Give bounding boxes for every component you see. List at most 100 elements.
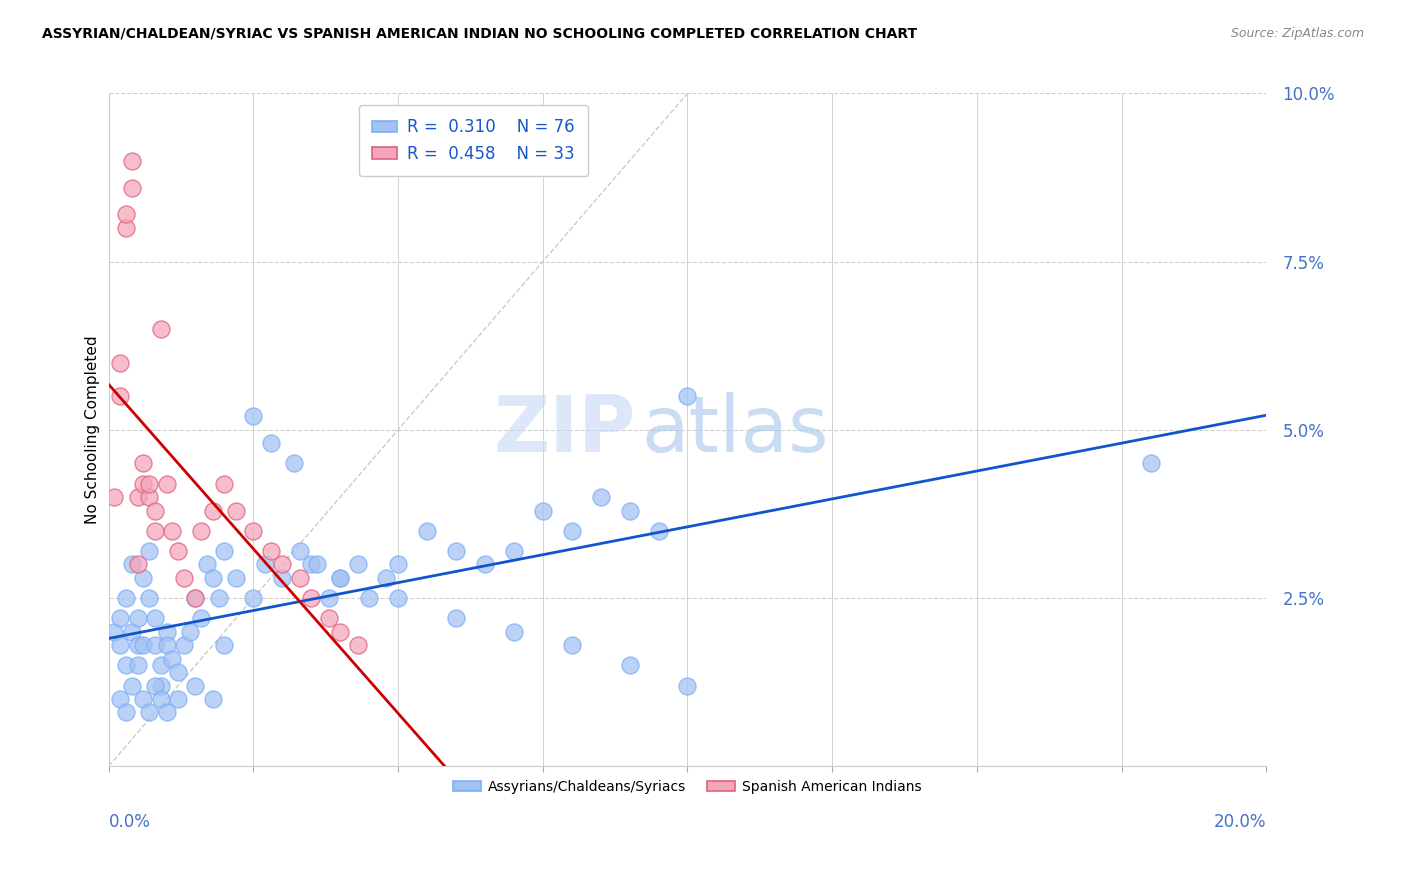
Point: [329, 624, 352, 639]
Point: [299, 591, 322, 605]
Point: [167, 692, 190, 706]
Point: [149, 322, 172, 336]
Point: [253, 558, 276, 572]
Text: 0.0%: 0.0%: [108, 814, 150, 831]
Point: [502, 624, 524, 639]
Point: [132, 457, 155, 471]
Point: [149, 658, 172, 673]
Point: [589, 490, 612, 504]
Point: [359, 591, 381, 605]
Point: [143, 524, 166, 538]
Point: [195, 558, 218, 572]
Point: [108, 389, 131, 403]
Point: [201, 503, 224, 517]
Text: ASSYRIAN/CHALDEAN/SYRIAC VS SPANISH AMERICAN INDIAN NO SCHOOLING COMPLETED CORRE: ASSYRIAN/CHALDEAN/SYRIAC VS SPANISH AMER…: [42, 27, 917, 41]
Point: [288, 544, 311, 558]
Text: ZIP: ZIP: [494, 392, 636, 467]
Point: [190, 524, 212, 538]
Point: [214, 476, 236, 491]
Point: [167, 665, 190, 679]
Point: [305, 558, 328, 572]
Point: [115, 658, 138, 673]
Point: [115, 221, 138, 235]
Point: [647, 524, 669, 538]
Point: [502, 544, 524, 558]
Y-axis label: No Schooling Completed: No Schooling Completed: [86, 335, 100, 524]
Point: [103, 624, 125, 639]
Point: [155, 624, 177, 639]
Point: [207, 591, 229, 605]
Point: [283, 457, 305, 471]
Point: [242, 409, 264, 424]
Point: [108, 611, 131, 625]
Point: [375, 571, 398, 585]
Point: [155, 476, 177, 491]
Legend: Assyrians/Chaldeans/Syriacs, Spanish American Indians: Assyrians/Chaldeans/Syriacs, Spanish Ame…: [449, 774, 927, 800]
Point: [179, 624, 201, 639]
Point: [184, 591, 207, 605]
Point: [108, 638, 131, 652]
Text: Source: ZipAtlas.com: Source: ZipAtlas.com: [1230, 27, 1364, 40]
Point: [149, 679, 172, 693]
Point: [132, 571, 155, 585]
Point: [121, 180, 143, 194]
Point: [143, 611, 166, 625]
Point: [115, 706, 138, 720]
Point: [387, 591, 409, 605]
Point: [167, 544, 190, 558]
Point: [162, 651, 184, 665]
Point: [143, 503, 166, 517]
Point: [561, 638, 583, 652]
Point: [184, 679, 207, 693]
Point: [184, 591, 207, 605]
Point: [676, 679, 699, 693]
Point: [201, 571, 224, 585]
Text: 20.0%: 20.0%: [1213, 814, 1267, 831]
Point: [329, 571, 352, 585]
Point: [346, 638, 368, 652]
Point: [149, 692, 172, 706]
Point: [444, 611, 467, 625]
Point: [318, 591, 340, 605]
Point: [299, 558, 322, 572]
Point: [619, 503, 641, 517]
Point: [143, 638, 166, 652]
Point: [138, 706, 160, 720]
Point: [103, 490, 125, 504]
Point: [676, 389, 699, 403]
Point: [138, 591, 160, 605]
Point: [132, 692, 155, 706]
Point: [242, 524, 264, 538]
Point: [121, 679, 143, 693]
Point: [115, 207, 138, 221]
Point: [474, 558, 496, 572]
Point: [143, 679, 166, 693]
Point: [162, 524, 184, 538]
Point: [387, 558, 409, 572]
Point: [271, 558, 294, 572]
Point: [108, 355, 131, 369]
Point: [346, 558, 368, 572]
Point: [444, 544, 467, 558]
Point: [155, 638, 177, 652]
Point: [260, 436, 283, 450]
Point: [173, 571, 195, 585]
Point: [138, 476, 160, 491]
Point: [132, 476, 155, 491]
Point: [214, 638, 236, 652]
Point: [121, 153, 143, 168]
Point: [173, 638, 195, 652]
Point: [1139, 457, 1161, 471]
Point: [108, 692, 131, 706]
Point: [531, 503, 554, 517]
Point: [127, 658, 149, 673]
Point: [271, 571, 294, 585]
Point: [288, 571, 311, 585]
Point: [155, 706, 177, 720]
Point: [329, 571, 352, 585]
Point: [619, 658, 641, 673]
Point: [127, 638, 149, 652]
Point: [260, 544, 283, 558]
Point: [127, 490, 149, 504]
Point: [214, 544, 236, 558]
